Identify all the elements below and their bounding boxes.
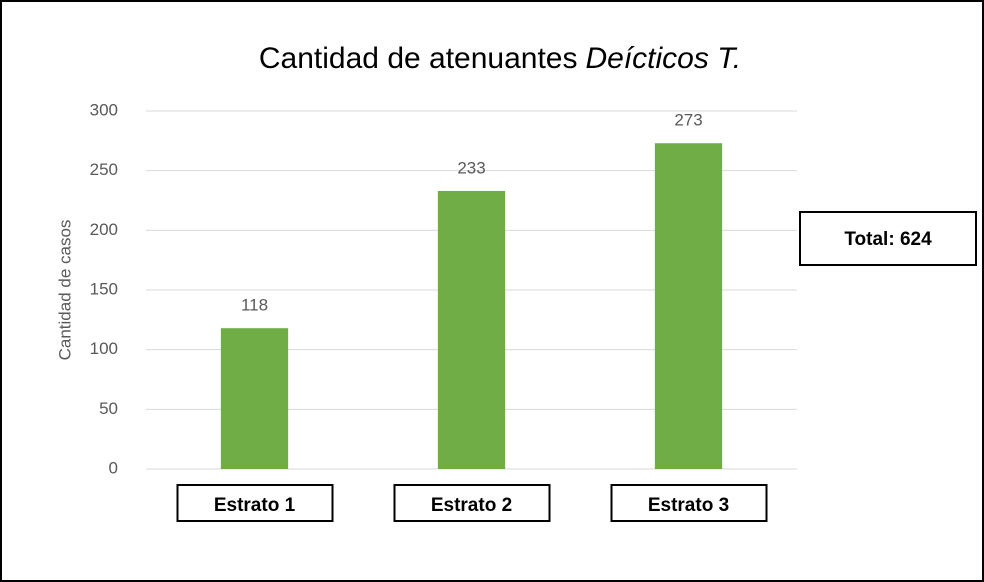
annotation-box — [799, 211, 977, 266]
y-tick-label: 200 — [90, 220, 118, 239]
x-tick-label: Estrato 2 — [431, 495, 512, 516]
y-tick-label: 150 — [90, 279, 118, 298]
y-tick-label: 50 — [99, 399, 118, 418]
data-label: 233 — [457, 158, 485, 177]
chart-title: Cantidad de atenuantes Deícticos T. — [259, 42, 741, 75]
category-box — [176, 484, 334, 522]
y-tick-label: 100 — [90, 339, 118, 358]
y-axis-label: Cantidad de casos — [55, 220, 74, 361]
title-emphasis: Deícticos T. — [585, 42, 741, 75]
category-box — [610, 484, 768, 522]
x-tick-label: Estrato 3 — [648, 495, 729, 516]
data-label: 118 — [241, 296, 268, 315]
bar — [220, 328, 289, 469]
title-main: Cantidad de atenuantes — [259, 42, 578, 75]
annotation: Total: 624 — [844, 229, 932, 250]
data-label: 273 — [674, 111, 702, 130]
bar — [654, 143, 723, 469]
x-tick-label: Estrato 1 — [214, 495, 296, 516]
bar — [437, 190, 506, 469]
y-tick-label: 0 — [109, 458, 118, 477]
category-box — [393, 484, 551, 522]
y-tick-label: 250 — [90, 160, 118, 179]
y-tick-label: 300 — [90, 100, 118, 119]
